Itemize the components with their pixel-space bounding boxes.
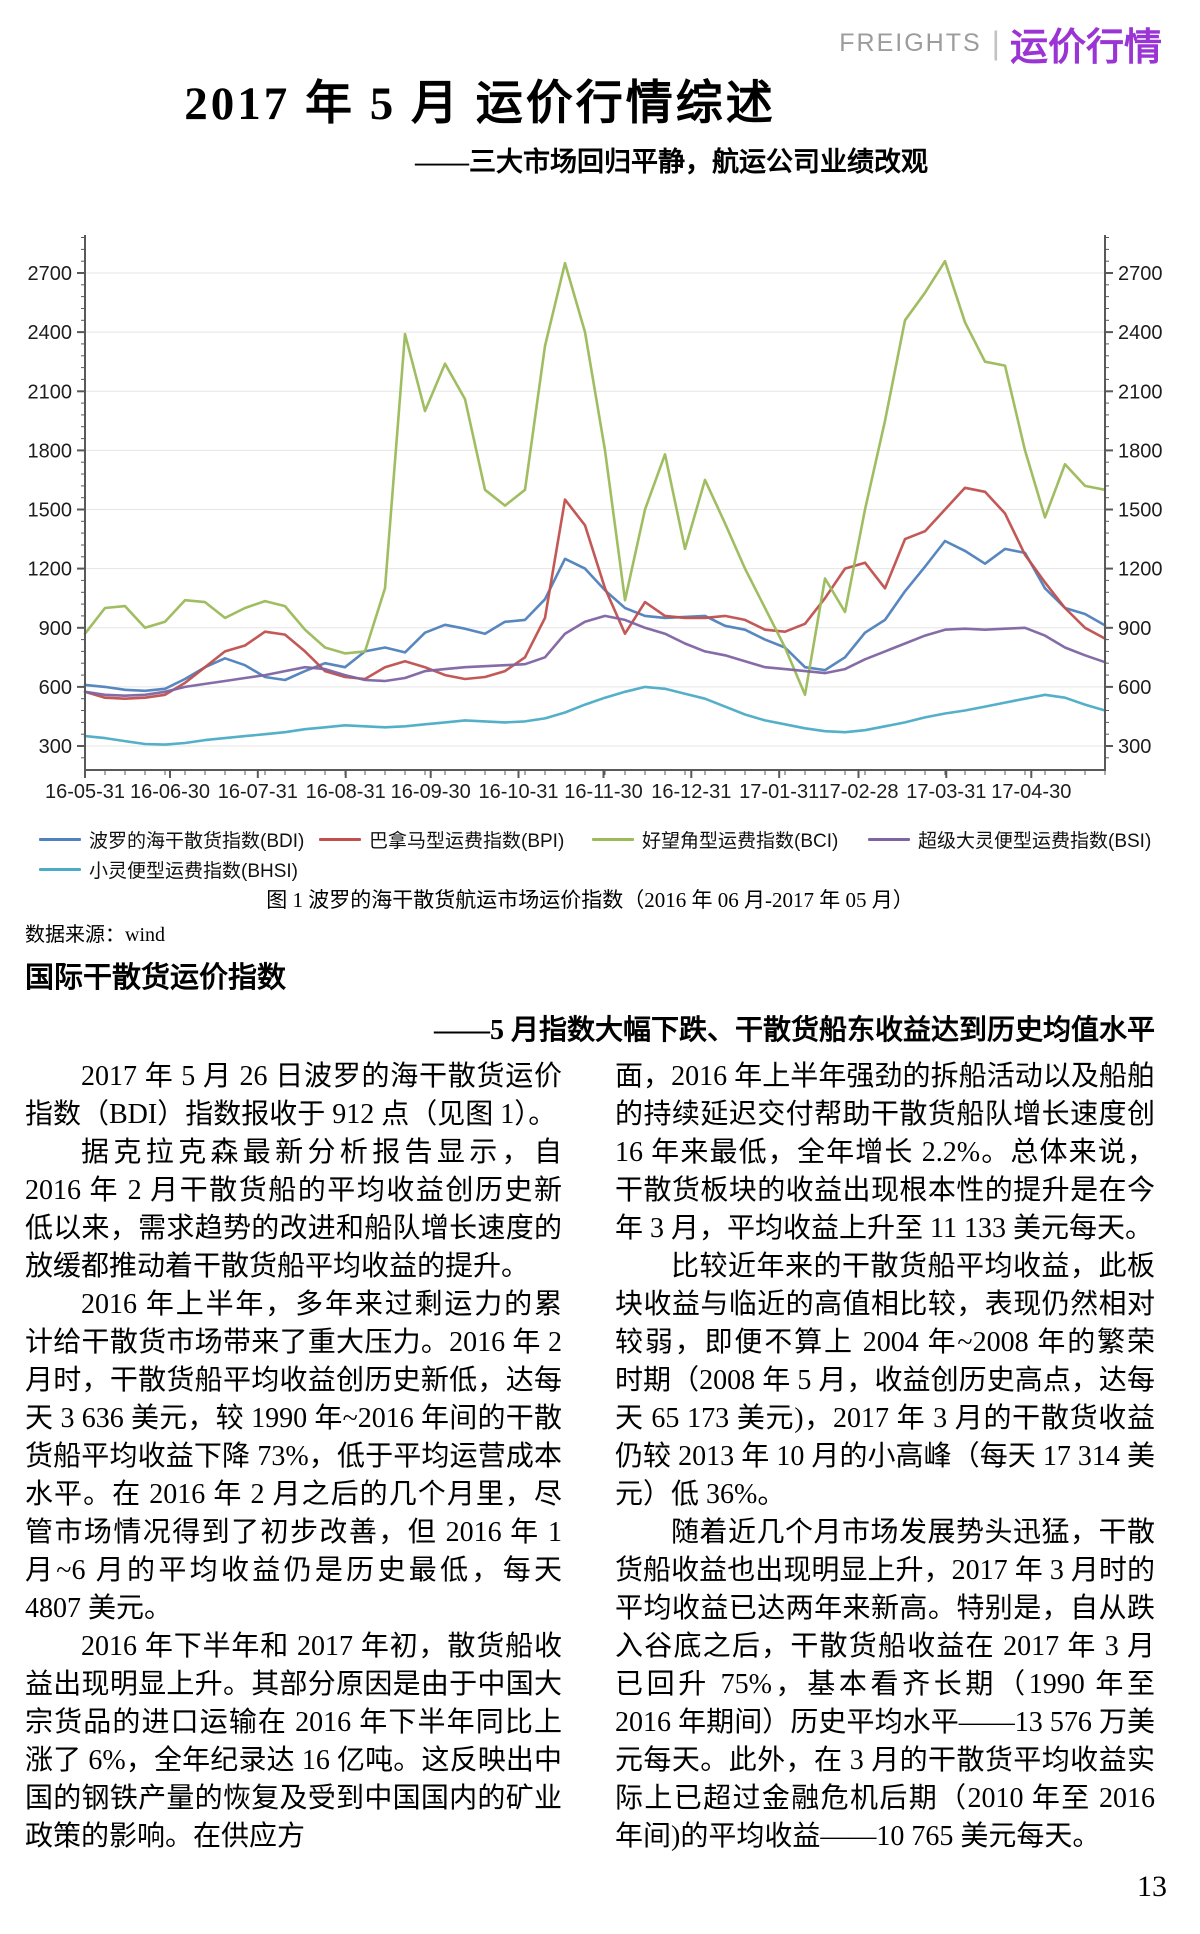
svg-text:2700: 2700 [1118,263,1163,285]
section-subheading: ——5 月指数大幅下跌、干散货船东收益达到历史均值水平 [433,1015,1155,1046]
series-lines [83,259,1107,746]
svg-text:17-03-31: 17-03-31 [906,781,986,803]
header-chinese-label: 运价行情 [1009,27,1162,69]
header-divider: | [991,25,1000,61]
page-header: FREIGHTS | 运价行情 [839,16,1162,71]
svg-text:1500: 1500 [28,500,73,522]
svg-text:16-09-30: 16-09-30 [391,781,471,803]
series-line-0 [83,539,1107,693]
series-line-3 [83,614,1107,698]
article-subtitle: ——三大市场回归平静，航运公司业绩改观 [415,147,928,177]
freight-index-line-chart: 300 300 600 600 900 900 1200 1200 1500 1500 1800 18… [28,235,1163,803]
header-english-label: FREIGHTS [839,29,982,57]
legend-label-bhsi: 小灵便型运费指数(BHSI) [89,861,299,882]
svg-text:900: 900 [1118,618,1151,640]
paragraph: 2016 年下半年和 2017 年初，散货船收益出现明显上升。其部分原因是由于中… [25,1631,562,1852]
legend-swatch-bpi-line [319,838,361,841]
svg-text:1800: 1800 [1118,440,1163,462]
page-number: 13 [1137,1870,1167,1903]
legend-swatch-bsi-line [868,838,910,841]
paragraph: 据克拉克森最新分析报告显示，自 2016 年 2 月干散货船的平均收益创历史新低… [25,1137,562,1282]
legend-label-bpi: 巴拿马型运费指数(BPI) [369,831,565,852]
axes [84,235,1106,771]
svg-text:1200: 1200 [28,559,73,581]
svg-text:600: 600 [1118,677,1151,699]
legend-swatch-bhsi-line [39,868,81,871]
legend-label-bci: 好望角型运费指数(BCI) [642,831,839,852]
svg-text:2700: 2700 [28,263,73,285]
paragraph: 随着近几个月市场发展势头迅猛，干散货船收益也出现明显上升，2017 年 3 月时… [615,1517,1155,1852]
paragraph: 2016 年上半年，多年来过剩运力的累计给干散货市场带来了重大压力。2016 年… [25,1289,562,1624]
article-title: 2017 年 5 月 运价行情综述 [184,78,776,130]
legend-item-bpi: 巴拿马型运费指数(BPI) [319,826,564,853]
svg-text:900: 900 [39,618,72,640]
svg-text:300: 300 [39,736,72,758]
series-line-1 [83,486,1107,701]
svg-text:1500: 1500 [1118,500,1163,522]
svg-text:2100: 2100 [28,381,73,403]
svg-text:17-01-31: 17-01-31 [739,781,819,803]
svg-text:2400: 2400 [28,322,73,344]
paragraph: 面，2016 年上半年强劲的拆船活动以及船舶的持续延迟交付帮助干散货船队增长速度… [615,1061,1155,1244]
paragraph: 比较近年来的干散货船平均收益，此板块收益与临近的高值相比较，表现仍然相对较弱，即… [615,1251,1155,1510]
svg-text:16-06-30: 16-06-30 [130,781,210,803]
figure-caption: 图 1 波罗的海干散货航运市场运价指数（2016 年 06 月-2017 年 0… [266,888,914,912]
legend-label-bsi: 超级大灵便型运费指数(BSI) [918,831,1152,852]
svg-text:17-02-28: 17-02-28 [818,781,898,803]
y-axis-ticks-labels: 300 300 600 600 900 900 1200 1200 1500 1500 1800 18… [28,237,1163,759]
svg-text:17-04-30: 17-04-30 [991,781,1071,803]
svg-text:16-10-31: 16-10-31 [478,781,558,803]
body-column-left: 2017 年 5 月 26 日波罗的海干散货运价指数（BDI）指数报收于 912… [25,1058,562,1856]
section-heading: 国际干散货运价指数 [25,962,287,994]
svg-text:1800: 1800 [28,440,73,462]
svg-text:16-07-31: 16-07-31 [218,781,298,803]
body-column-right: 面，2016 年上半年强劲的拆船活动以及船舶的持续延迟交付帮助干散货船队增长速度… [615,1058,1155,1856]
series-line-2 [83,259,1107,697]
svg-text:2400: 2400 [1118,322,1163,344]
data-source-note: 数据来源：wind [25,924,165,946]
paragraph: 2017 年 5 月 26 日波罗的海干散货运价指数（BDI）指数报收于 912… [25,1061,562,1130]
x-axis-ticks-labels: 16-05-31 16-06-30 16-07-31 16-08-31 16-09-30… [45,770,1106,803]
legend-item-bci: 好望角型运费指数(BCI) [592,826,838,853]
legend-swatch-bdi-line [39,838,81,841]
legend-swatch-bci-line [592,838,634,841]
svg-text:300: 300 [1118,736,1151,758]
svg-text:2100: 2100 [1118,381,1163,403]
gridlines [85,272,1105,747]
svg-text:600: 600 [39,677,72,699]
svg-text:16-12-31: 16-12-31 [651,781,731,803]
svg-text:16-05-31: 16-05-31 [45,781,125,803]
series-line-4 [83,685,1107,746]
legend-item-bsi: 超级大灵便型运费指数(BSI) [868,826,1151,853]
svg-text:1200: 1200 [1118,559,1163,581]
legend-label-bdi: 波罗的海干散货指数(BDI) [89,831,305,852]
svg-text:16-11-30: 16-11-30 [564,781,643,803]
svg-text:16-08-31: 16-08-31 [306,781,386,803]
legend-item-bhsi: 小灵便型运费指数(BHSI) [39,856,298,883]
legend-item-bdi: 波罗的海干散货指数(BDI) [39,826,304,853]
